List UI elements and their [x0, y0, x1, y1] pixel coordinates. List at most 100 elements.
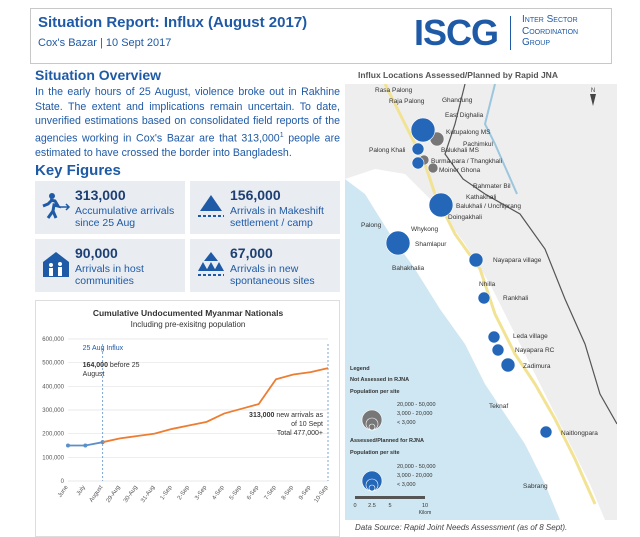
place-label: Ghandung	[442, 97, 473, 104]
x-tick-label: July	[76, 485, 87, 497]
y-tick-label: 200,000	[42, 432, 64, 438]
place-label: Burma para / Thangkhali	[431, 158, 502, 165]
place-label: Palong Khali	[369, 147, 406, 154]
map-source: Data Source: Rapid Joint Needs Assessmen…	[355, 523, 568, 532]
x-tick-label: 10-Sep	[314, 484, 330, 504]
legend-text: Legend	[350, 366, 370, 372]
scale-label: 10	[422, 503, 428, 509]
map: Rasa Palong Raja Palong Ghandung East Digha…	[345, 84, 617, 520]
place-label: Teknaf	[489, 403, 508, 410]
legend-gray	[368, 423, 376, 431]
place-label: Naitlongpara	[561, 430, 598, 437]
site-assessed	[468, 252, 484, 268]
overview-heading: Situation Overview	[35, 67, 162, 83]
border	[444, 84, 617, 425]
footnote-ref: 1	[279, 131, 284, 139]
figure-value: 313,000	[75, 187, 126, 203]
figure-value: 67,000	[230, 245, 273, 261]
logo-line: Coordination	[522, 25, 579, 37]
place-label: Leda village	[513, 333, 548, 340]
x-tick-label: 31-Aug	[140, 485, 156, 504]
x-tick-label: 6-Sep	[246, 484, 260, 501]
x-tick-label: 9-Sep	[298, 484, 312, 501]
place-label: Balukhali / Unchiprang	[456, 203, 521, 210]
series-line	[102, 367, 329, 444]
icon	[198, 195, 224, 217]
header-box	[30, 8, 612, 64]
place-label: Balukhali MS	[441, 147, 480, 154]
site-assessed	[385, 230, 411, 256]
x-tick-label: 2-Sep	[177, 484, 191, 501]
legend-text: Not Assessed in RJNA	[350, 377, 409, 383]
river	[483, 84, 518, 195]
place-label: Kathakhali	[466, 194, 496, 201]
y-tick-label: 400,000	[42, 384, 64, 390]
point	[83, 443, 88, 448]
scale-label: 2.5	[368, 503, 376, 509]
annotation-text: new arrivals as of 10 Sept	[276, 412, 323, 428]
legend-text: < 3,000	[397, 420, 416, 426]
site-assessed	[428, 192, 454, 218]
logo-line: Group	[522, 37, 551, 48]
logo-line: Inter Sector	[522, 14, 578, 25]
x-tick-label: 29-Aug	[106, 485, 122, 504]
scale-label: 0	[353, 503, 356, 509]
chart-subtitle: Including pre-exisitng population	[131, 320, 246, 329]
legend-text: Population per site	[350, 450, 400, 456]
place-label: Doingakhali	[448, 214, 482, 221]
logo: ISCG	[414, 12, 499, 53]
place-label: Raja Palong	[389, 98, 425, 105]
map-title: Influx Locations Assessed/Planned by Rap…	[358, 70, 558, 80]
x-tick-label: 1-Sep	[160, 484, 174, 501]
logo-divider	[510, 16, 511, 50]
place-label: Kutupalong MS	[446, 129, 491, 136]
place-label: Whykong	[411, 226, 438, 233]
place-label: Pachimkul	[463, 141, 494, 148]
annotation: 164,000 before 25 August	[83, 361, 145, 379]
y-tick-label: 500,000	[42, 361, 64, 367]
x-tick-label: 4-Sep	[212, 484, 226, 501]
place-label: Moiner Ghona	[439, 167, 481, 174]
place-label: Nayapara RC	[515, 347, 555, 354]
site-not-assessed	[427, 162, 439, 174]
subtitle: Cox's Bazar | 10 Sept 2017	[38, 37, 172, 49]
x-tick-label: 8-Sep	[281, 484, 295, 501]
icon	[198, 252, 224, 276]
place-label: Nhilla	[479, 281, 496, 288]
site-assessed	[411, 142, 425, 156]
place-label: East Dighalia	[445, 112, 484, 119]
site-assessed	[411, 156, 425, 170]
annotation-text: before 25 August	[82, 362, 140, 378]
legend-text: 20,000 - 50,000	[397, 402, 436, 408]
icon	[43, 252, 69, 277]
scale-label: 5	[388, 503, 391, 509]
x-tick-label: August	[89, 484, 105, 503]
legend-text: 3,000 - 20,000	[397, 473, 432, 479]
annotation: 25 Aug Influx	[82, 345, 124, 352]
place-label: Shamlapur	[415, 241, 447, 248]
legend-text: 20,000 - 50,000	[397, 464, 436, 470]
site-assessed	[410, 117, 436, 143]
figure-card: 67,000 Arrivals in new spontaneous sites	[190, 239, 340, 292]
sea	[345, 179, 560, 520]
annotation: 313,000 new arrivals as of 10 Sept Total …	[243, 411, 323, 438]
overview-body-end: people are estimated to have crossed the…	[35, 132, 340, 159]
legend-text: Assessed/Planned for RJNA	[350, 438, 424, 444]
x-tick-label: 7-Sep	[264, 484, 278, 501]
place-label: Palong	[361, 222, 382, 229]
figure-label: Accumulative arrivals since 25 Aug	[75, 205, 175, 229]
scale-unit: Kilom	[419, 510, 432, 516]
figure-label: Arrivals in new spontaneous sites	[230, 263, 315, 287]
annotation-text: Total 477,000+	[276, 430, 323, 437]
x-tick-label: 5-Sep	[229, 484, 243, 501]
site-assessed	[477, 291, 491, 305]
y-tick-label: 300,000	[42, 408, 64, 414]
y-tick-label: 600,000	[42, 337, 64, 343]
legend-blue	[368, 484, 376, 492]
place-label: Rankhali	[503, 295, 528, 302]
place-label: Nayapara village	[493, 257, 542, 264]
x-tick-label: 3-Sep	[194, 484, 208, 501]
site-assessed	[491, 343, 505, 357]
figure-card: 313,000 Accumulative arrivals since 25 A…	[35, 181, 185, 234]
